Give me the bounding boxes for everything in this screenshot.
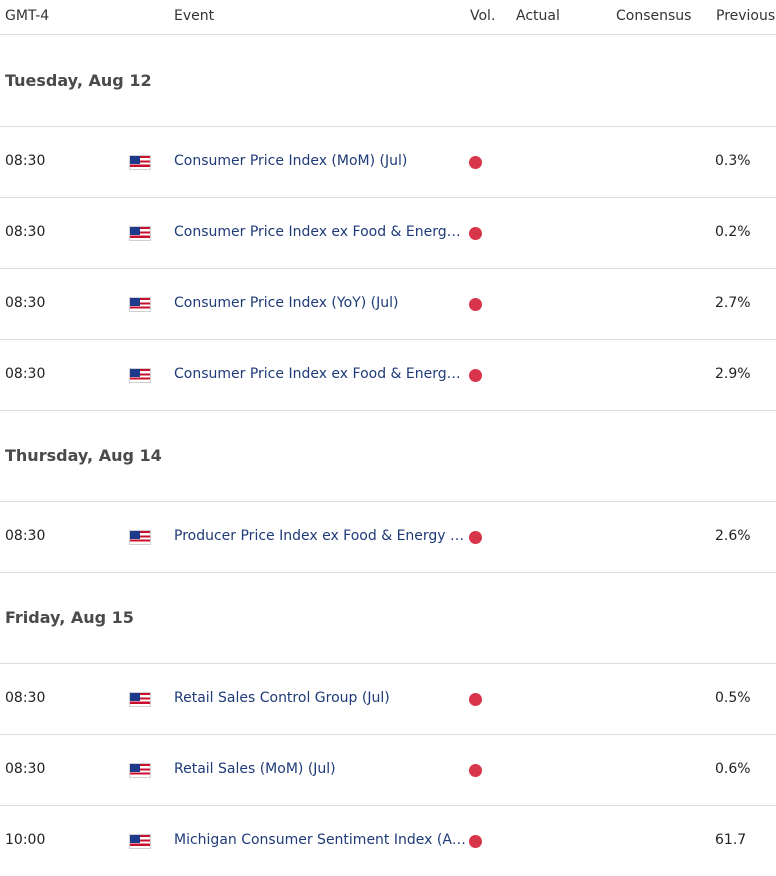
column-header-consensus: Consensus	[616, 8, 692, 24]
volatility-high-icon	[469, 227, 482, 240]
us-flag-icon	[129, 297, 151, 312]
event-time: 08:30	[5, 528, 46, 544]
event-row[interactable]: 10:00 Michigan Consumer Sentiment Index …	[0, 806, 776, 876]
us-flag-icon	[129, 530, 151, 545]
event-time: 08:30	[5, 295, 46, 311]
column-header-previous: Previous	[716, 8, 776, 24]
event-previous: 2.6%	[715, 528, 751, 544]
day-label: Tuesday, Aug 12	[5, 71, 152, 90]
event-time: 08:30	[5, 690, 46, 706]
volatility-high-icon	[469, 156, 482, 169]
event-time: 08:30	[5, 224, 46, 240]
column-header-vol: Vol.	[470, 8, 496, 24]
event-title-link[interactable]: Producer Price Index ex Food & Energy (Y…	[174, 528, 467, 544]
volatility-high-icon	[469, 693, 482, 706]
us-flag-icon	[129, 763, 151, 778]
event-title-link[interactable]: Retail Sales (MoM) (Jul)	[174, 761, 336, 777]
event-title-link[interactable]: Michigan Consumer Sentiment Index (Aug)	[174, 832, 467, 848]
volatility-high-icon	[469, 764, 482, 777]
timezone-selector[interactable]: GMT-4	[5, 8, 50, 24]
table-header: GMT-4 Event Vol. Actual Consensus Previo…	[0, 0, 776, 35]
event-time: 08:30	[5, 153, 46, 169]
volatility-high-icon	[469, 298, 482, 311]
event-previous: 61.7	[715, 832, 747, 848]
event-title-link[interactable]: Consumer Price Index (YoY) (Jul)	[174, 295, 399, 311]
event-time: 08:30	[5, 366, 46, 382]
event-row[interactable]: 08:30 Retail Sales Control Group (Jul) 0…	[0, 664, 776, 735]
us-flag-icon	[129, 368, 151, 383]
day-group-header: Friday, Aug 15	[0, 573, 776, 664]
event-time: 08:30	[5, 761, 46, 777]
event-title-link[interactable]: Consumer Price Index ex Food & Energy (M…	[174, 224, 467, 240]
event-previous: 0.2%	[715, 224, 751, 240]
event-title-link[interactable]: Consumer Price Index (MoM) (Jul)	[174, 153, 408, 169]
event-row[interactable]: 08:30 Consumer Price Index ex Food & Ene…	[0, 340, 776, 411]
event-row[interactable]: 08:30 Producer Price Index ex Food & Ene…	[0, 502, 776, 573]
event-time: 10:00	[5, 832, 46, 848]
event-row[interactable]: 08:30 Consumer Price Index (MoM) (Jul) 0…	[0, 127, 776, 198]
day-label: Thursday, Aug 14	[5, 446, 162, 465]
day-group-header: Thursday, Aug 14	[0, 411, 776, 502]
event-previous: 0.5%	[715, 690, 751, 706]
volatility-high-icon	[469, 835, 482, 848]
event-previous: 0.6%	[715, 761, 751, 777]
us-flag-icon	[129, 226, 151, 241]
us-flag-icon	[129, 834, 151, 849]
volatility-high-icon	[469, 369, 482, 382]
event-previous: 2.7%	[715, 295, 751, 311]
column-header-actual: Actual	[516, 8, 560, 24]
event-row[interactable]: 08:30 Consumer Price Index (YoY) (Jul) 2…	[0, 269, 776, 340]
day-label: Friday, Aug 15	[5, 608, 134, 627]
event-title-link[interactable]: Retail Sales Control Group (Jul)	[174, 690, 390, 706]
day-group-header: Tuesday, Aug 12	[0, 35, 776, 127]
event-title-link[interactable]: Consumer Price Index ex Food & Energy (Y…	[174, 366, 467, 382]
us-flag-icon	[129, 155, 151, 170]
event-row[interactable]: 08:30 Consumer Price Index ex Food & Ene…	[0, 198, 776, 269]
event-previous: 2.9%	[715, 366, 751, 382]
event-row[interactable]: 08:30 Retail Sales (MoM) (Jul) 0.6%	[0, 735, 776, 806]
column-header-event: Event	[174, 8, 215, 24]
event-previous: 0.3%	[715, 153, 751, 169]
us-flag-icon	[129, 692, 151, 707]
volatility-high-icon	[469, 531, 482, 544]
